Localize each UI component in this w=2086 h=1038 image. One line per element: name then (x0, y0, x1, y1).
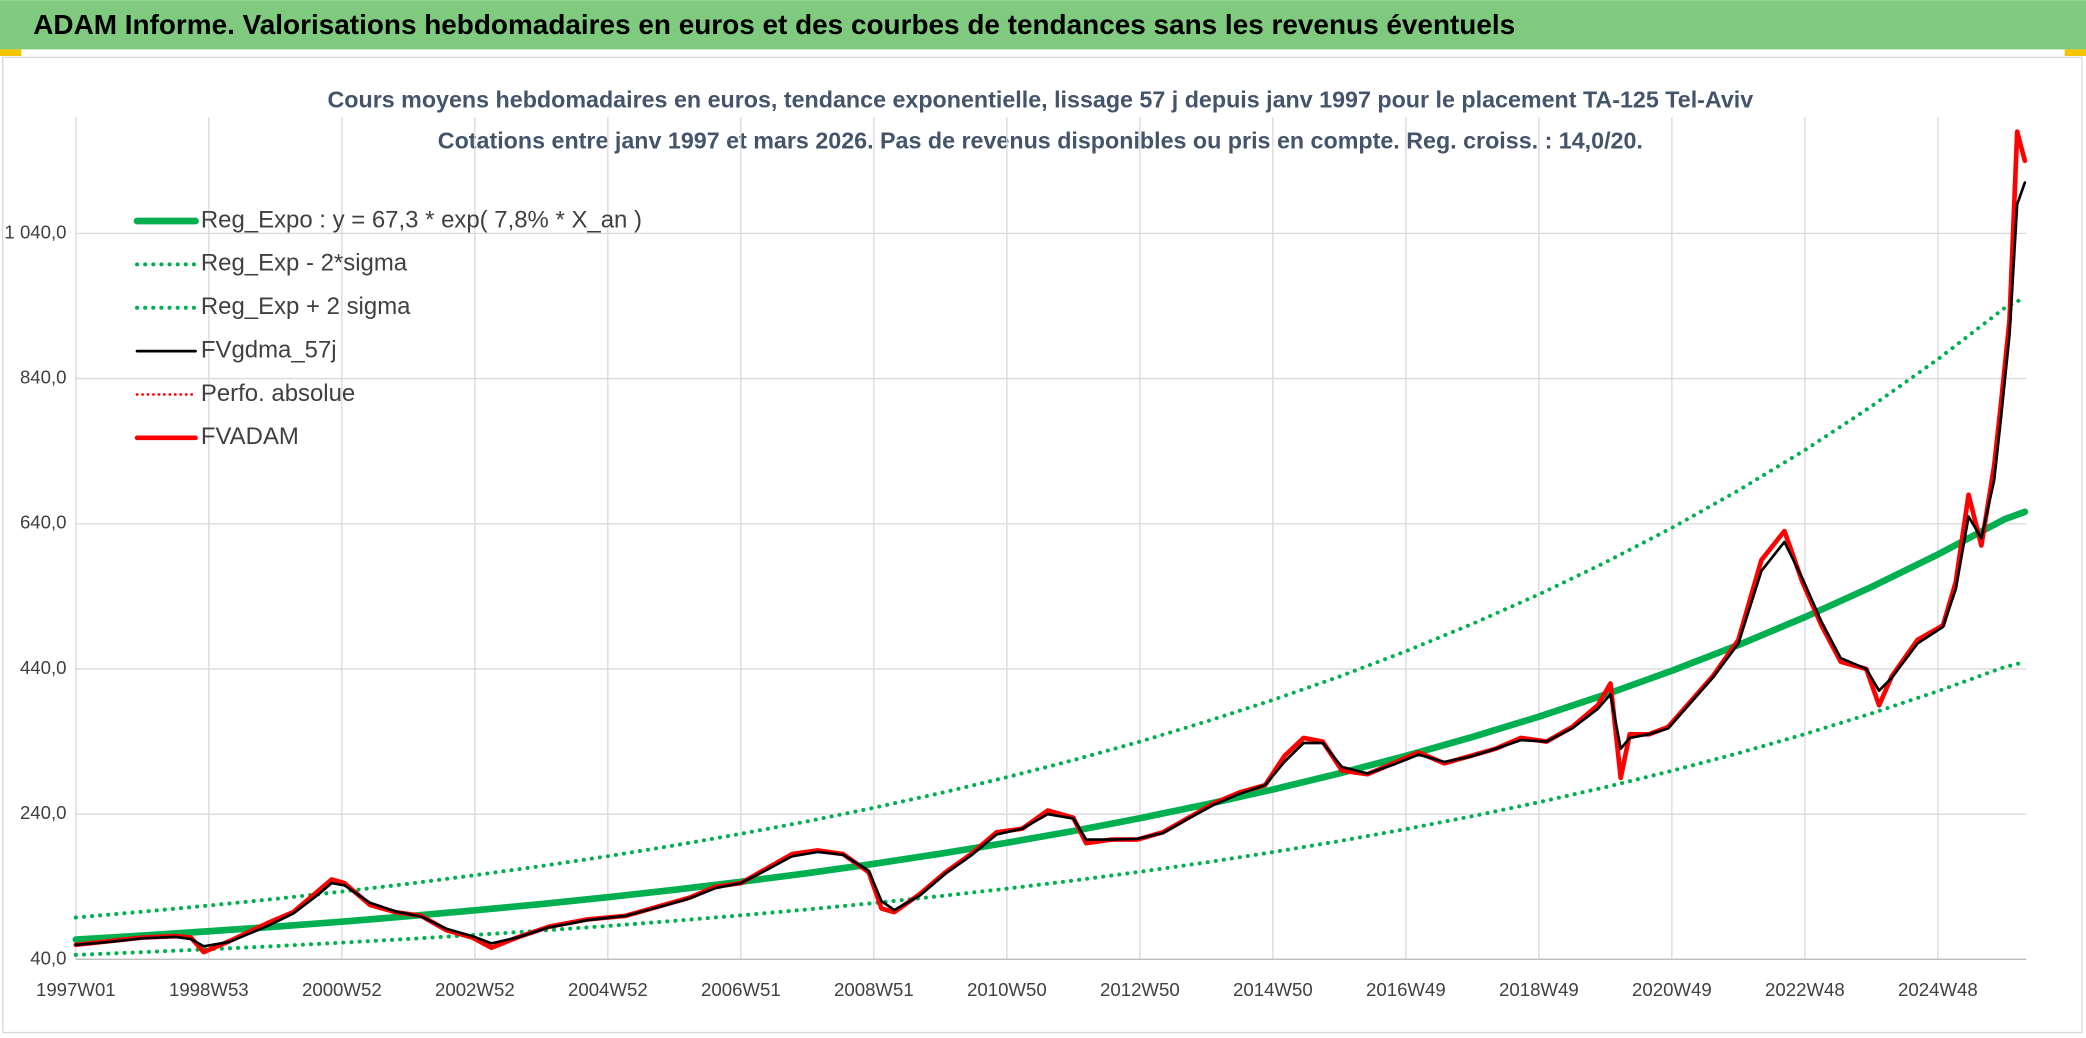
chart-title: Cours moyens hebdomadaires en euros, ten… (327, 86, 1753, 112)
legend-label: FVgdma_57j (201, 336, 337, 363)
x-tick-label: 1998W53 (169, 979, 249, 1000)
x-tick-label: 2008W51 (834, 979, 914, 1000)
x-tick-label: 2024W48 (1898, 979, 1978, 1000)
corner-mark (0, 49, 22, 57)
page-title: ADAM Informe. Valorisations hebdomadaire… (33, 9, 1515, 40)
y-tick-label: 1 040,0 (4, 221, 66, 242)
chart-subtitle: Cotations entre janv 1997 et mars 2026. … (438, 128, 1643, 154)
corner-mark (2064, 49, 2086, 57)
x-tick-label: 2012W50 (1100, 979, 1180, 1000)
y-tick-label: 840,0 (20, 367, 67, 388)
x-tick-label: 2004W52 (568, 979, 648, 1000)
legend-label: Reg_Exp + 2 sigma (201, 293, 411, 320)
series-line (74, 181, 2027, 948)
x-tick-label: 2000W52 (302, 979, 382, 1000)
y-tick-label: 440,0 (20, 657, 67, 678)
grid: 40,0 240,0 440,0 640,0 840,0 1 040,0 1997W01 19… (4, 117, 2027, 1000)
legend-label: Reg_Exp - 2*sigma (201, 250, 408, 277)
series-line (73, 295, 2027, 920)
x-tick-label: 2006W51 (701, 979, 781, 1000)
x-tick-label: 2002W52 (435, 979, 515, 1000)
plot-area (72, 129, 2029, 957)
legend-label: Reg_Expo : y = 67,3 * exp( 7,8% * X_an ) (201, 206, 642, 233)
legend-label: Perfo. absolue (201, 380, 355, 407)
x-tick-label: 1997W01 (36, 979, 116, 1000)
x-tick-label: 2010W50 (967, 979, 1047, 1000)
x-tick-label: 2016W49 (1366, 979, 1446, 1000)
series-line (73, 660, 2027, 957)
x-tick-label: 2014W50 (1233, 979, 1313, 1000)
legend: Reg_Expo : y = 67,3 * exp( 7,8% * X_an )… (133, 206, 642, 450)
x-tick-label: 2020W49 (1632, 979, 1712, 1000)
header-bar (0, 0, 2086, 50)
y-tick-label: 40,0 (30, 947, 66, 968)
x-tick-label: 2022W48 (1765, 979, 1845, 1000)
y-tick-label: 640,0 (20, 512, 67, 533)
legend-label: FVADAM (201, 423, 299, 450)
chart-frame (1, 56, 2083, 1034)
y-tick-label: 240,0 (20, 802, 67, 823)
x-tick-label: 2018W49 (1499, 979, 1579, 1000)
